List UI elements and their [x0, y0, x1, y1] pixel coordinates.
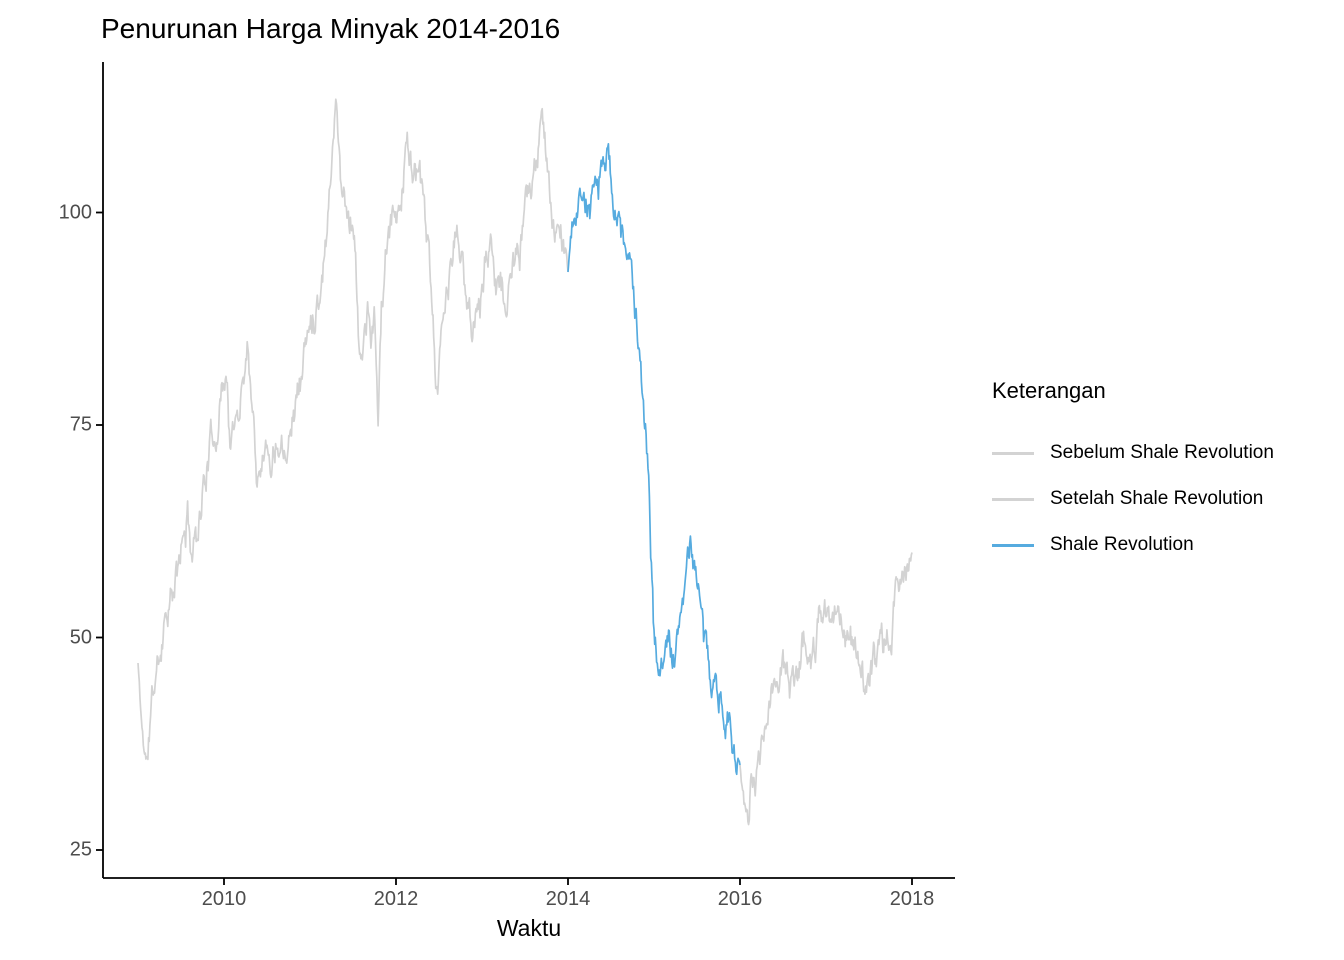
y-tick-label: 25 [69, 838, 92, 861]
series-line-shale-revolution [567, 142, 741, 776]
y-tick-label: 75 [69, 413, 92, 436]
x-tick-label: 2014 [545, 888, 591, 910]
y-tick-label: 50 [69, 626, 92, 648]
x-axis-title: Waktu [496, 915, 562, 941]
legend-item-label: Sebelum Shale Revolution [1050, 442, 1274, 463]
legend-item-label: Setelah Shale Revolution [1050, 488, 1264, 509]
x-tick-label: 2016 [717, 888, 763, 910]
x-tick-label: 2012 [373, 888, 419, 910]
legend-items: Sebelum Shale Revolution Setelah Shale Re… [992, 430, 1274, 568]
legend-key-line-icon [992, 497, 1034, 501]
chart-title: Penurunan Harga Minyak 2014-2016 [101, 13, 561, 44]
series-line-setelah-shale-revolution [739, 552, 913, 826]
y-tick-label: 100 [58, 201, 92, 223]
legend-item: Sebelum Shale Revolution [992, 430, 1274, 476]
series-line-sebelum-shale-revolution [137, 98, 569, 761]
legend-item: Setelah Shale Revolution [992, 476, 1274, 522]
legend-title: Keterangan [992, 378, 1106, 403]
x-tick-label: 2010 [201, 888, 247, 910]
legend-item-label: Shale Revolution [1050, 534, 1194, 555]
legend: Keterangan Sebelum Shale Revolution Setel… [992, 378, 1274, 568]
legend-key-line-icon [992, 543, 1034, 547]
legend-key-line-icon [992, 451, 1034, 455]
x-tick-label: 2018 [889, 888, 935, 910]
legend-item: Shale Revolution [992, 522, 1274, 568]
